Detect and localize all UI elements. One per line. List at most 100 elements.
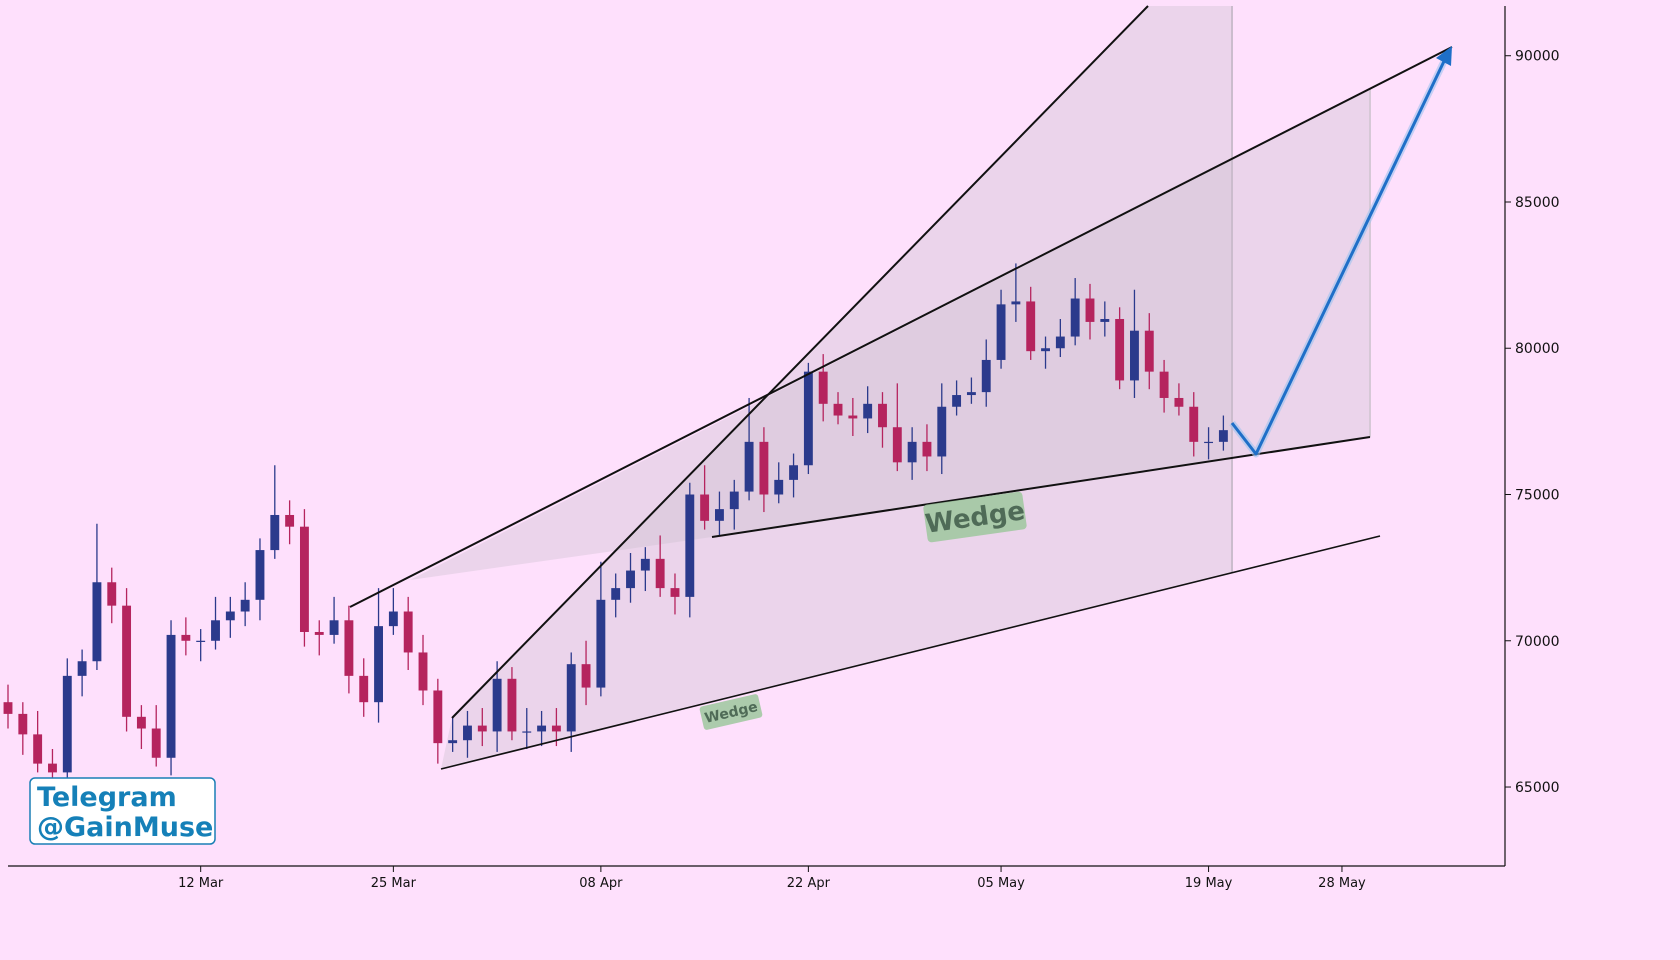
candle-body <box>981 359 991 393</box>
candle-body <box>151 728 161 758</box>
candle-body <box>1041 348 1050 352</box>
x-tick-label: 25 Mar <box>371 876 417 891</box>
candle-body <box>640 558 650 571</box>
candle-body <box>136 716 146 729</box>
candle-body <box>966 392 976 396</box>
candle-body <box>1115 318 1125 381</box>
label-box <box>923 491 1027 543</box>
candle-body <box>878 403 887 428</box>
watermark: Telegram @GainMuse <box>29 777 216 845</box>
candle-body <box>848 415 858 419</box>
candle-body <box>196 640 206 642</box>
y-tick-label: 90000 <box>1515 49 1560 65</box>
candle-body <box>1189 406 1199 442</box>
candle-body <box>48 763 57 773</box>
x-tick-label: 19 May <box>1185 876 1233 891</box>
candle-body <box>803 371 813 466</box>
candle-body <box>1218 430 1228 442</box>
candle-body <box>685 494 695 597</box>
candle-body <box>463 725 472 741</box>
candle-body <box>833 403 843 416</box>
candle-body <box>359 675 369 703</box>
trendline <box>440 535 1381 770</box>
candle-body <box>77 661 87 676</box>
candle-body <box>551 725 561 732</box>
candle-body <box>818 371 828 404</box>
candle-body <box>522 731 532 733</box>
candle-body <box>1026 301 1036 352</box>
candle-body <box>922 441 932 457</box>
watermark-box <box>29 777 216 845</box>
trendline <box>711 436 1371 538</box>
candle-body <box>285 514 295 527</box>
candle-body <box>388 611 398 627</box>
candle-body <box>596 599 606 688</box>
candle-body <box>729 491 739 510</box>
candle-body <box>433 690 443 744</box>
candle-body <box>344 620 354 676</box>
candle-body <box>1204 441 1214 444</box>
candle-body <box>62 675 72 773</box>
candle-body <box>700 494 710 521</box>
x-tick-label: 08 Apr <box>579 876 623 891</box>
candle-body <box>670 588 680 597</box>
y-tick-label: 85000 <box>1515 195 1560 211</box>
candle-body <box>374 626 383 703</box>
y-tick-label: 65000 <box>1515 780 1560 796</box>
watermark-text: @GainMuse <box>37 812 213 843</box>
candle-body <box>240 599 250 612</box>
candle-body <box>566 664 576 732</box>
candle-body <box>1174 397 1184 407</box>
candle-body <box>744 441 754 492</box>
y-tick-label: 80000 <box>1515 341 1560 357</box>
candle-body <box>477 725 487 732</box>
candle-body <box>211 620 220 641</box>
candle-body <box>492 678 502 732</box>
candle-body <box>181 634 191 641</box>
candle-body <box>255 550 265 600</box>
candle-body <box>996 304 1006 360</box>
candle-body <box>626 570 635 589</box>
label-box <box>699 694 763 730</box>
candle-body <box>403 611 413 653</box>
candle-body <box>448 740 458 744</box>
x-tick-label: 12 Mar <box>178 876 224 891</box>
candle-body <box>1100 318 1110 322</box>
candle-body <box>299 526 309 632</box>
candle-body <box>1144 330 1154 372</box>
y-tick-label: 70000 <box>1515 634 1560 650</box>
candle-body <box>122 605 132 717</box>
candle-body <box>863 403 873 419</box>
candle-body <box>507 678 517 732</box>
x-tick-label: 22 Apr <box>787 876 831 891</box>
candle-body <box>1159 371 1169 398</box>
candle-body <box>18 713 28 735</box>
candle-body <box>655 558 665 589</box>
candle-body <box>937 406 947 457</box>
candle-body <box>107 582 117 606</box>
watermark-text: Telegram <box>37 782 177 813</box>
candle-body <box>225 611 235 621</box>
candle-body <box>314 631 324 635</box>
trendline <box>349 46 1453 608</box>
candle-body <box>537 725 547 732</box>
candle-body <box>418 652 428 691</box>
x-tick-label: 05 May <box>977 876 1025 891</box>
y-tick-label: 75000 <box>1515 488 1560 504</box>
candle-body <box>1085 298 1095 322</box>
wedge-area <box>441 6 1232 769</box>
candle-body <box>33 734 43 764</box>
candle-body <box>774 479 784 495</box>
candle-body <box>789 465 799 480</box>
candle-body <box>892 427 902 463</box>
candle-body <box>611 588 621 600</box>
candle-body <box>759 441 769 495</box>
candle-body <box>581 664 591 688</box>
candle-body <box>714 509 724 521</box>
candle-body <box>92 582 102 662</box>
candle-body <box>1130 330 1139 381</box>
candle-body <box>3 702 13 714</box>
projection-path <box>1230 54 1449 456</box>
